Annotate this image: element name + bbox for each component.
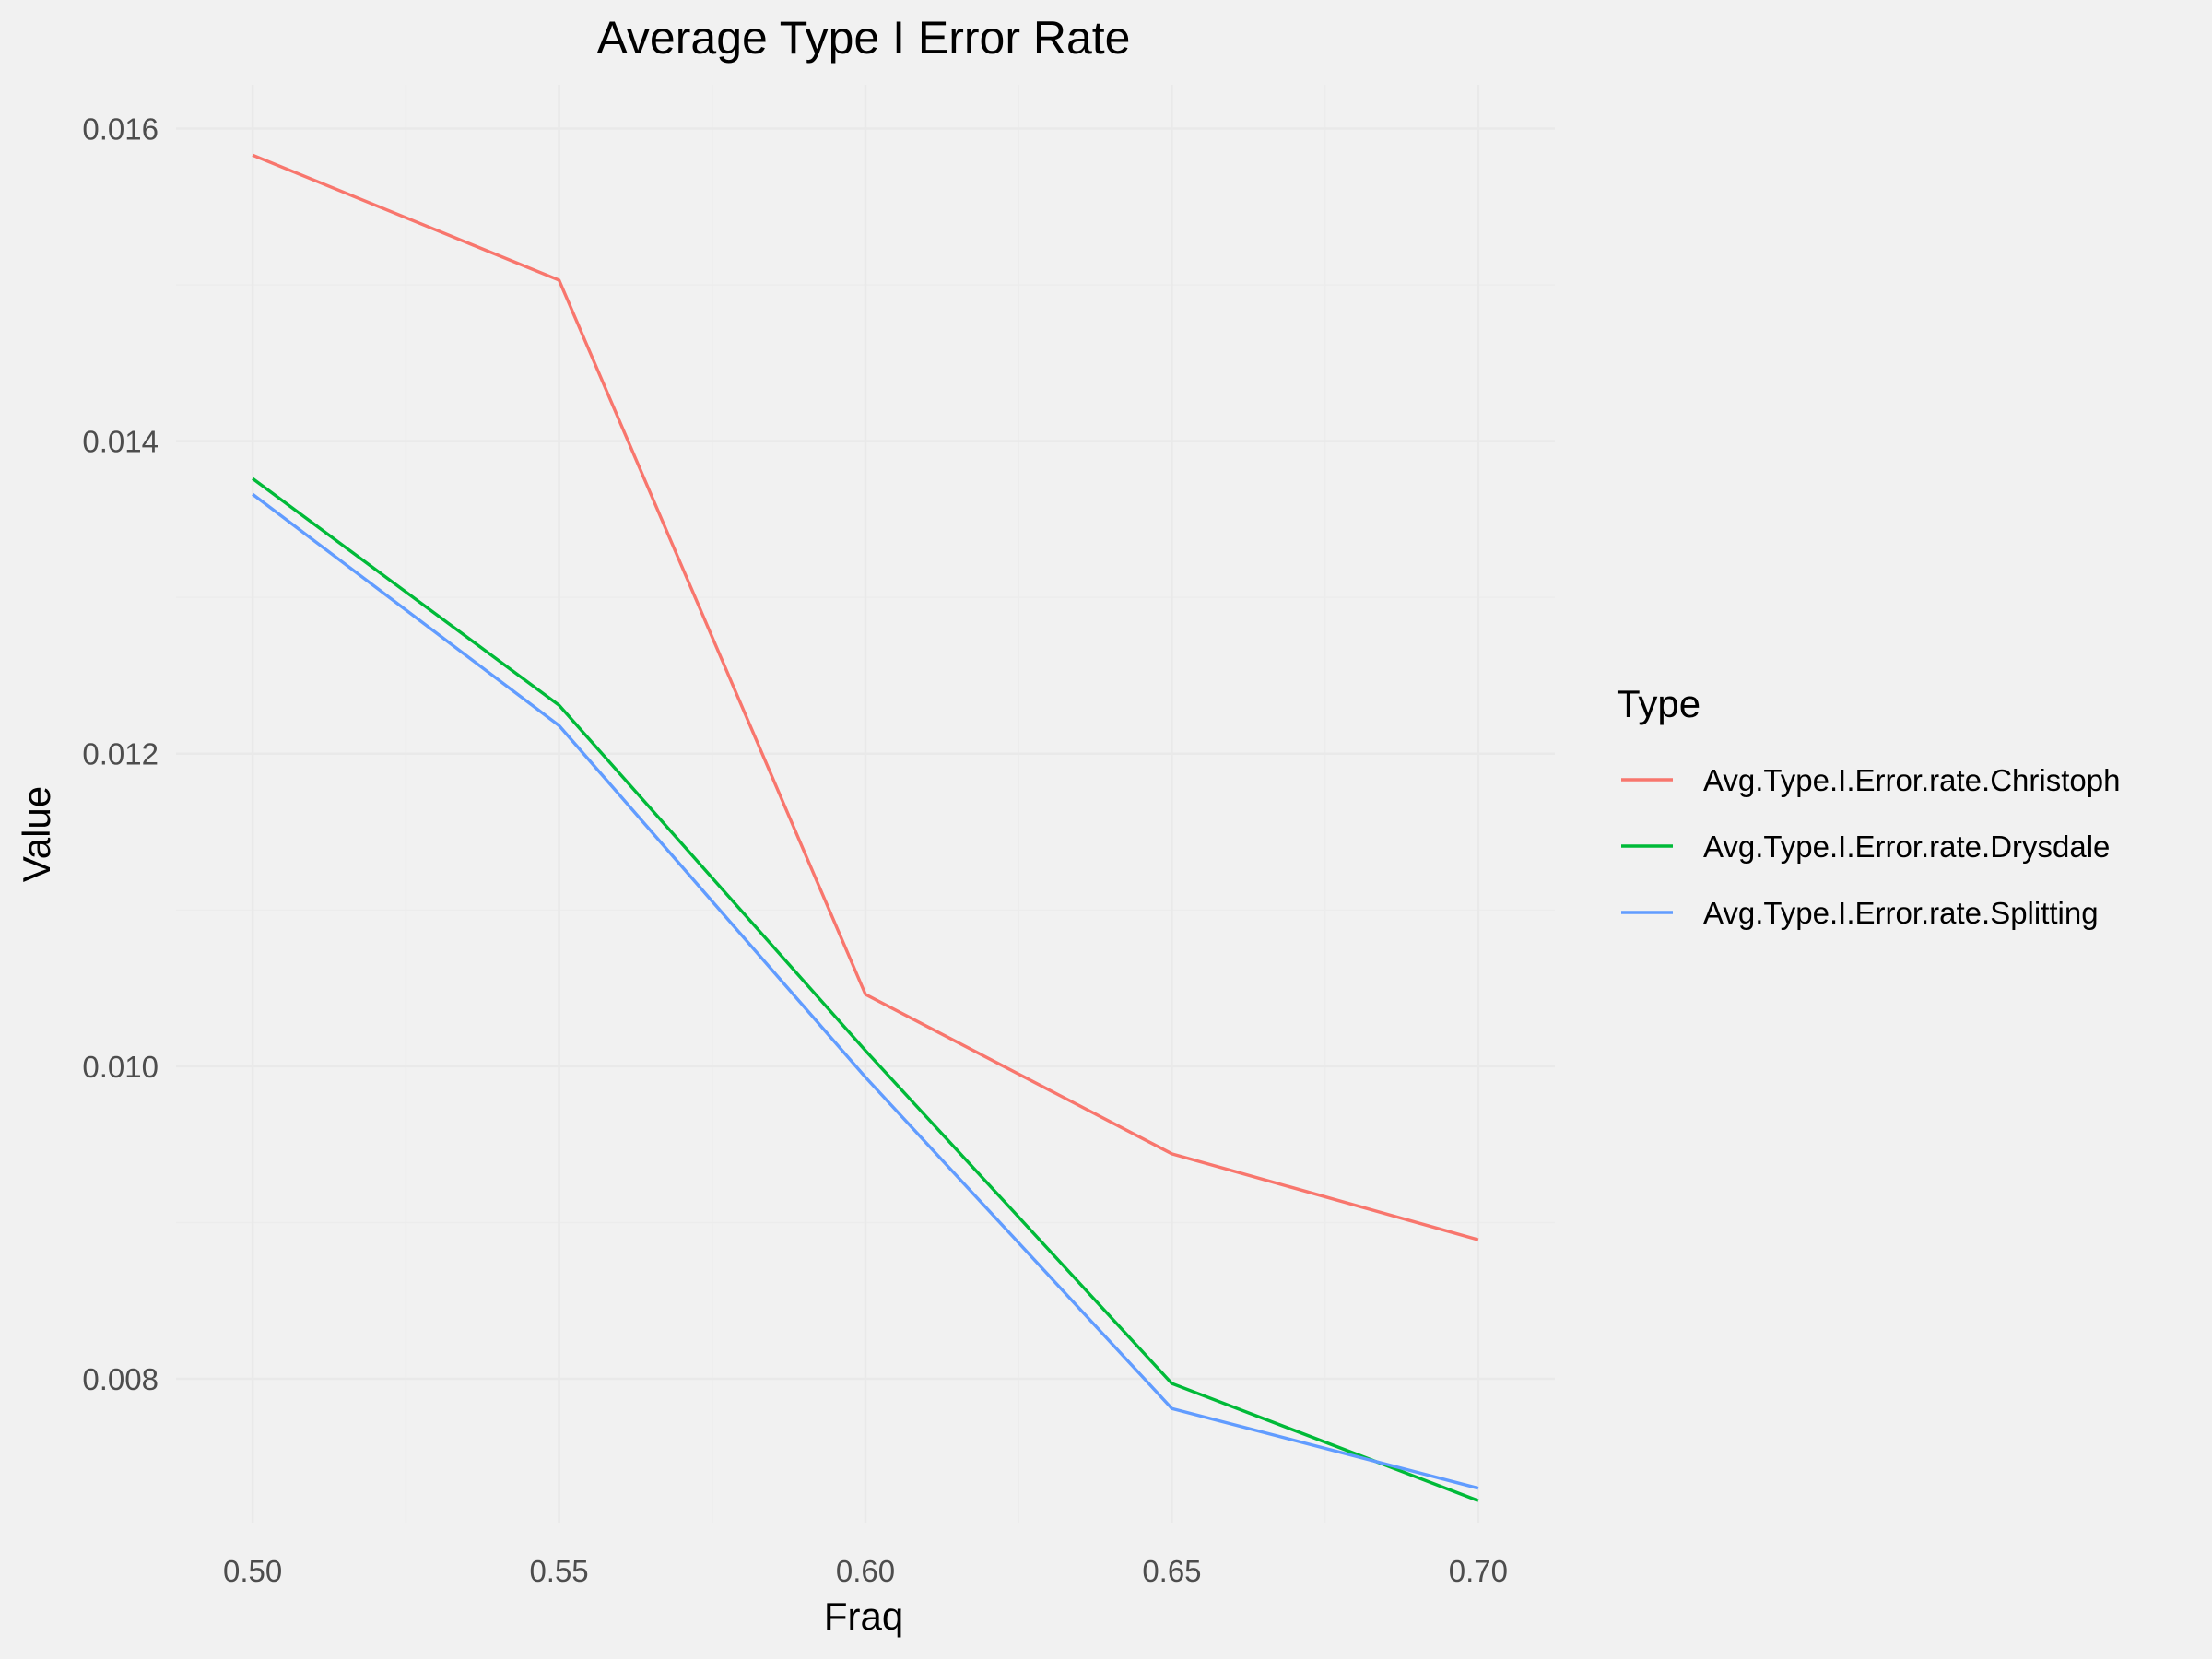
series-line-1 <box>252 153 1479 1241</box>
y-axis-ticks: 0.008 0.010 0.012 0.014 0.016 <box>82 112 159 1396</box>
y-tick-label: 0.012 <box>82 737 159 771</box>
legend-items: Avg.Type.I.Error.rate.Christoph Avg.Type.… <box>1621 763 2120 930</box>
legend-label-1: Avg.Type.I.Error.rate.Christoph <box>1703 763 2120 797</box>
x-axis-title: Fraq <box>824 1594 903 1638</box>
y-tick-label: 0.016 <box>82 112 159 146</box>
series-line-2 <box>252 477 1479 1502</box>
y-axis-title: Value <box>15 786 58 882</box>
x-axis-ticks: 0.50 0.55 0.60 0.65 0.70 <box>223 1554 1508 1588</box>
x-tick-label: 0.50 <box>223 1554 282 1588</box>
chart-title: Average Type I Error Rate <box>596 12 1130 64</box>
x-tick-label: 0.55 <box>529 1554 588 1588</box>
x-tick-label: 0.65 <box>1142 1554 1201 1588</box>
legend: Type Avg.Type.I.Error.rate.ChristophAvg.… <box>1617 682 2120 930</box>
y-tick-label: 0.008 <box>82 1362 159 1396</box>
legend-label-2: Avg.Type.I.Error.rate.Drysdale <box>1703 830 2110 864</box>
legend-label-3: Avg.Type.I.Error.rate.Splitting <box>1703 896 2099 930</box>
legend-title: Type <box>1617 682 1700 725</box>
series-lines <box>252 153 1479 1502</box>
y-tick-label: 0.010 <box>82 1050 159 1084</box>
x-tick-label: 0.60 <box>836 1554 895 1588</box>
series-line-3 <box>252 492 1479 1490</box>
major-gridlines <box>176 85 1555 1523</box>
y-tick-label: 0.014 <box>82 425 159 459</box>
x-tick-label: 0.70 <box>1449 1554 1508 1588</box>
